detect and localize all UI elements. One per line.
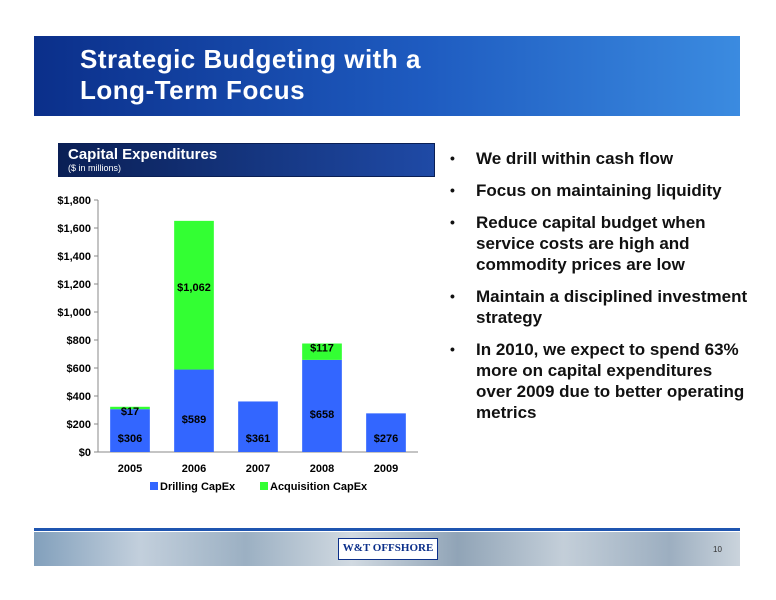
title-line-2: Long-Term Focus [80, 75, 306, 105]
capex-chart: $0 $200 $400 $600 $800 $1,000 $1,200 $1,400 $1,6… [57, 195, 418, 493]
bar-drilling [110, 409, 150, 452]
bullet-text: Reduce capital budget when service costs… [476, 213, 706, 274]
bullet-item: • Reduce capital budget when service cost… [448, 212, 748, 275]
y-tick-label: $1,200 [57, 279, 91, 291]
x-tick-label: 2008 [310, 463, 334, 475]
y-tick-label: $1,800 [57, 195, 91, 207]
data-label: $306 [118, 433, 142, 445]
footer-divider [34, 528, 740, 531]
page-title: Strategic Budgeting with a Long-Term Foc… [80, 44, 421, 106]
data-label: $17 [121, 406, 139, 418]
legend-swatch [150, 482, 158, 490]
data-label: $1,062 [177, 282, 211, 294]
data-label: $117 [310, 343, 334, 355]
bullet-item: • Focus on maintaining liquidity [448, 180, 748, 201]
x-tick-label: 2009 [374, 463, 398, 475]
bar-drilling [174, 369, 214, 452]
bullet-icon: • [450, 214, 455, 230]
y-tick-label: $800 [67, 335, 91, 347]
y-tick-label: $1,400 [57, 251, 91, 263]
data-label: $658 [310, 409, 334, 421]
bullet-text: Maintain a disciplined investment strate… [476, 287, 748, 327]
bullet-item: • Maintain a disciplined investment strat… [448, 286, 748, 328]
data-label: $276 [374, 433, 398, 445]
bar-drilling [302, 359, 342, 452]
bullet-text: Focus on maintaining liquidity [476, 181, 722, 200]
bullet-text: In 2010, we expect to spend 63% more on … [476, 340, 745, 422]
chart-subtitle: ($ in millions) [68, 163, 122, 173]
legend-swatch [260, 482, 268, 490]
bar-acquisition [174, 220, 214, 370]
title-line-1: Strategic Budgeting with a [80, 44, 421, 74]
data-label: $361 [246, 433, 270, 445]
bar-drilling [366, 413, 406, 452]
x-tick-label: 2005 [118, 463, 142, 475]
chart-title: Capital Expenditures [68, 146, 218, 163]
y-tick-label: $0 [79, 447, 91, 459]
bullet-text: We drill within cash flow [476, 149, 674, 168]
legend-label: Drilling CapEx [160, 481, 236, 493]
y-tick-label: $1,600 [57, 223, 91, 235]
bullet-list: • We drill within cash flow • Focus on mai… [448, 148, 748, 434]
x-tick-label: 2007 [246, 463, 270, 475]
data-label: $589 [182, 414, 206, 426]
bullet-icon: • [450, 150, 455, 166]
x-tick-label: 2006 [182, 463, 206, 475]
chart-title-box: Capital Expenditures ($ in millions) [58, 143, 435, 177]
y-tick-label: $600 [67, 363, 91, 375]
bar-drilling [238, 401, 278, 452]
bullet-item: • We drill within cash flow [448, 148, 748, 169]
y-tick-label: $1,000 [57, 307, 91, 319]
bullet-icon: • [450, 288, 455, 304]
bullet-item: • In 2010, we expect to spend 63% more on… [448, 339, 748, 423]
company-logo: W&T OFFSHORE [338, 538, 438, 560]
y-tick-label: $200 [67, 419, 91, 431]
legend-label: Acquisition CapEx [270, 481, 368, 493]
bullet-icon: • [450, 182, 455, 198]
title-banner: Strategic Budgeting with a Long-Term Foc… [34, 36, 740, 116]
bullet-icon: • [450, 341, 455, 357]
page-number: 10 [713, 545, 722, 554]
y-tick-label: $400 [67, 391, 91, 403]
bar-acquisition [302, 343, 342, 360]
bar-acquisition [110, 406, 150, 410]
